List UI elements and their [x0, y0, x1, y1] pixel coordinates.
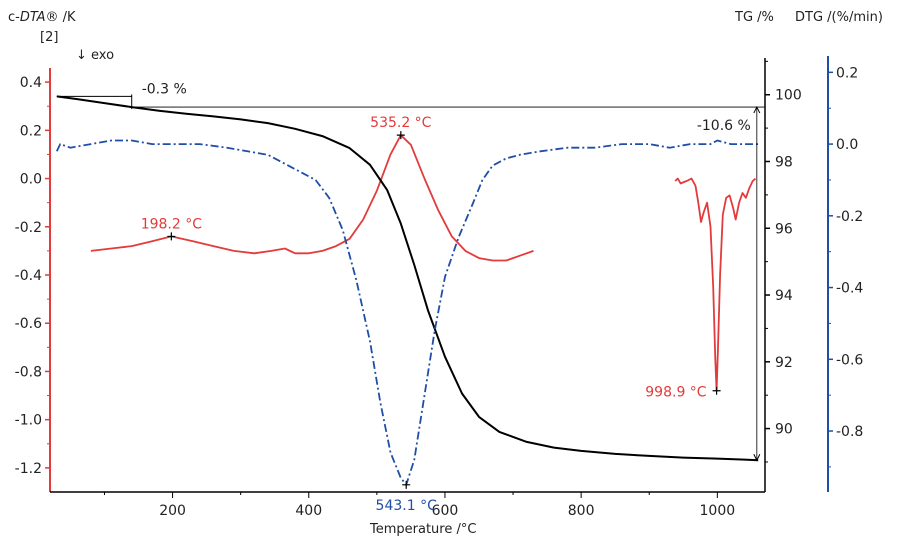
peak-marker: [396, 131, 405, 140]
mass-step-label: -10.6 %: [697, 118, 751, 134]
dta-tick-label: -0.4: [15, 268, 42, 284]
step-arrowhead: [753, 105, 761, 114]
dtg-tick-label: -0.2: [836, 209, 863, 225]
peak-marker: [167, 232, 176, 241]
dtg-tick-label: -0.8: [836, 424, 863, 440]
dta-tick-label: -0.2: [15, 220, 42, 236]
segment-label: [2]: [40, 30, 59, 45]
tg-tick-label: 90: [775, 422, 793, 438]
dtg-tick-label: -0.4: [836, 281, 863, 297]
tg-tick-label: 94: [775, 288, 793, 304]
dtg-curve: [55, 139, 759, 486]
dta-axis-title: c-DTA® /K: [8, 10, 76, 25]
dta-tick-label: 0.4: [20, 75, 42, 91]
tg-tick-label: 98: [775, 154, 793, 170]
step-arrowhead: [753, 454, 761, 462]
peak-label: 543.1 °C: [376, 498, 438, 514]
dta-tick-label: 0.0: [20, 172, 42, 188]
mass-step-label: -0.3 %: [142, 81, 187, 97]
dta-curve: [90, 134, 534, 262]
tg-tick-label: 96: [775, 221, 793, 237]
x-tick-label: 1000: [700, 503, 736, 519]
dta-tick-label: -0.8: [15, 364, 42, 380]
tg-tick-label: 92: [775, 355, 793, 371]
tg-tick-label: 100: [775, 88, 802, 104]
dta-tick-label: -1.0: [15, 413, 42, 429]
dtg-tick-label: 0.0: [836, 137, 858, 153]
tg-axis-title: TG /%: [735, 10, 774, 25]
x-axis-title: Temperature /°C: [370, 522, 477, 537]
peak-marker: [712, 386, 721, 395]
x-tick-label: 400: [295, 503, 322, 519]
peak-label: 198.2 °C: [141, 216, 203, 232]
dtg-axis-title: DTG /(%/min): [795, 10, 883, 25]
dta-curve: [674, 177, 757, 392]
dta-tick-label: -1.2: [15, 461, 42, 477]
exo-label: ↓ exo: [76, 48, 115, 63]
dta-tick-label: -0.6: [15, 316, 42, 332]
x-tick-label: 200: [159, 503, 186, 519]
x-tick-label: 800: [568, 503, 595, 519]
dtg-tick-label: -0.6: [836, 352, 863, 368]
dta-tick-label: 0.2: [20, 123, 42, 139]
peak-marker: [402, 480, 411, 489]
peak-label: 998.9 °C: [645, 385, 707, 401]
x-tick-label: 600: [432, 503, 459, 519]
tg-curve: [56, 95, 759, 462]
peak-label: 535.2 °C: [370, 115, 432, 131]
dtg-tick-label: 0.2: [836, 65, 858, 81]
